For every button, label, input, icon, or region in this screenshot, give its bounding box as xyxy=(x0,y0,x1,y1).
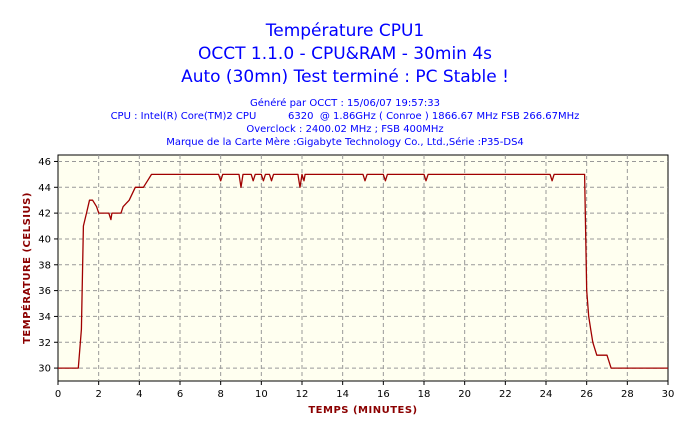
plot-area xyxy=(57,154,669,382)
y-tick-label: 30 xyxy=(38,364,51,375)
series-layer xyxy=(58,173,668,369)
x-tick-label: 14 xyxy=(336,389,349,400)
x-tick-label: 12 xyxy=(296,389,309,400)
y-tick-label: 36 xyxy=(38,286,51,297)
x-tick-label: 2 xyxy=(95,389,101,400)
cpu-info: CPU : Intel(R) Core(TM)2 CPU 6320 @ 1.86… xyxy=(111,111,580,122)
chart-title: Température CPU1 xyxy=(265,21,424,41)
chart-info-block: Généré par OCCT : 15/06/07 19:57:33 CPU … xyxy=(111,97,580,148)
x-tick-label: 4 xyxy=(136,389,142,400)
axis-ticks: 0 2 4 6 8 10 12 14 16 18 20 22 24 26 28 303032343638404… xyxy=(38,157,674,400)
y-tick-label: 42 xyxy=(38,209,51,220)
generated-info: Généré par OCCT : 15/06/07 19:57:33 xyxy=(250,97,440,109)
x-tick-label: 20 xyxy=(458,389,471,400)
chart-subtitle-test: OCCT 1.1.0 - CPU&RAM - 30min 4s xyxy=(198,44,492,64)
x-tick-label: 30 xyxy=(662,389,675,400)
x-axis-title: TEMPS (MINUTES) xyxy=(308,405,417,416)
motherboard-info: Marque de la Carte Mère :Gigabyte Techno… xyxy=(166,136,524,148)
x-tick-label: 16 xyxy=(377,389,390,400)
y-tick-label: 34 xyxy=(38,312,51,323)
x-tick-label: 26 xyxy=(580,389,593,400)
x-tick-label: 8 xyxy=(217,389,223,400)
series-line-0 xyxy=(58,173,668,369)
y-tick-label: 38 xyxy=(38,260,51,271)
overclock-info: Overclock : 2400.02 MHz ; FSB 400MHz xyxy=(246,124,443,135)
x-tick-label: 24 xyxy=(540,389,553,400)
x-tick-label: 28 xyxy=(621,389,634,400)
x-tick-label: 10 xyxy=(255,389,268,400)
x-tick-label: 6 xyxy=(177,389,183,400)
y-axis-title: TEMPÉRATURE (CELSIUS) xyxy=(20,192,33,344)
chart-title-block: Température CPU1 OCCT 1.1.0 - CPU&RAM - … xyxy=(181,21,509,87)
x-tick-label: 22 xyxy=(499,389,512,400)
x-tick-label: 0 xyxy=(55,389,61,400)
grid-lines xyxy=(58,155,668,381)
y-tick-label: 44 xyxy=(38,183,51,194)
y-tick-label: 46 xyxy=(38,157,51,168)
x-tick-label: 18 xyxy=(418,389,431,400)
chart-subtitle-status: Auto (30mn) Test terminé : PC Stable ! xyxy=(181,67,509,87)
y-tick-label: 40 xyxy=(38,234,51,245)
y-tick-label: 32 xyxy=(38,338,51,349)
